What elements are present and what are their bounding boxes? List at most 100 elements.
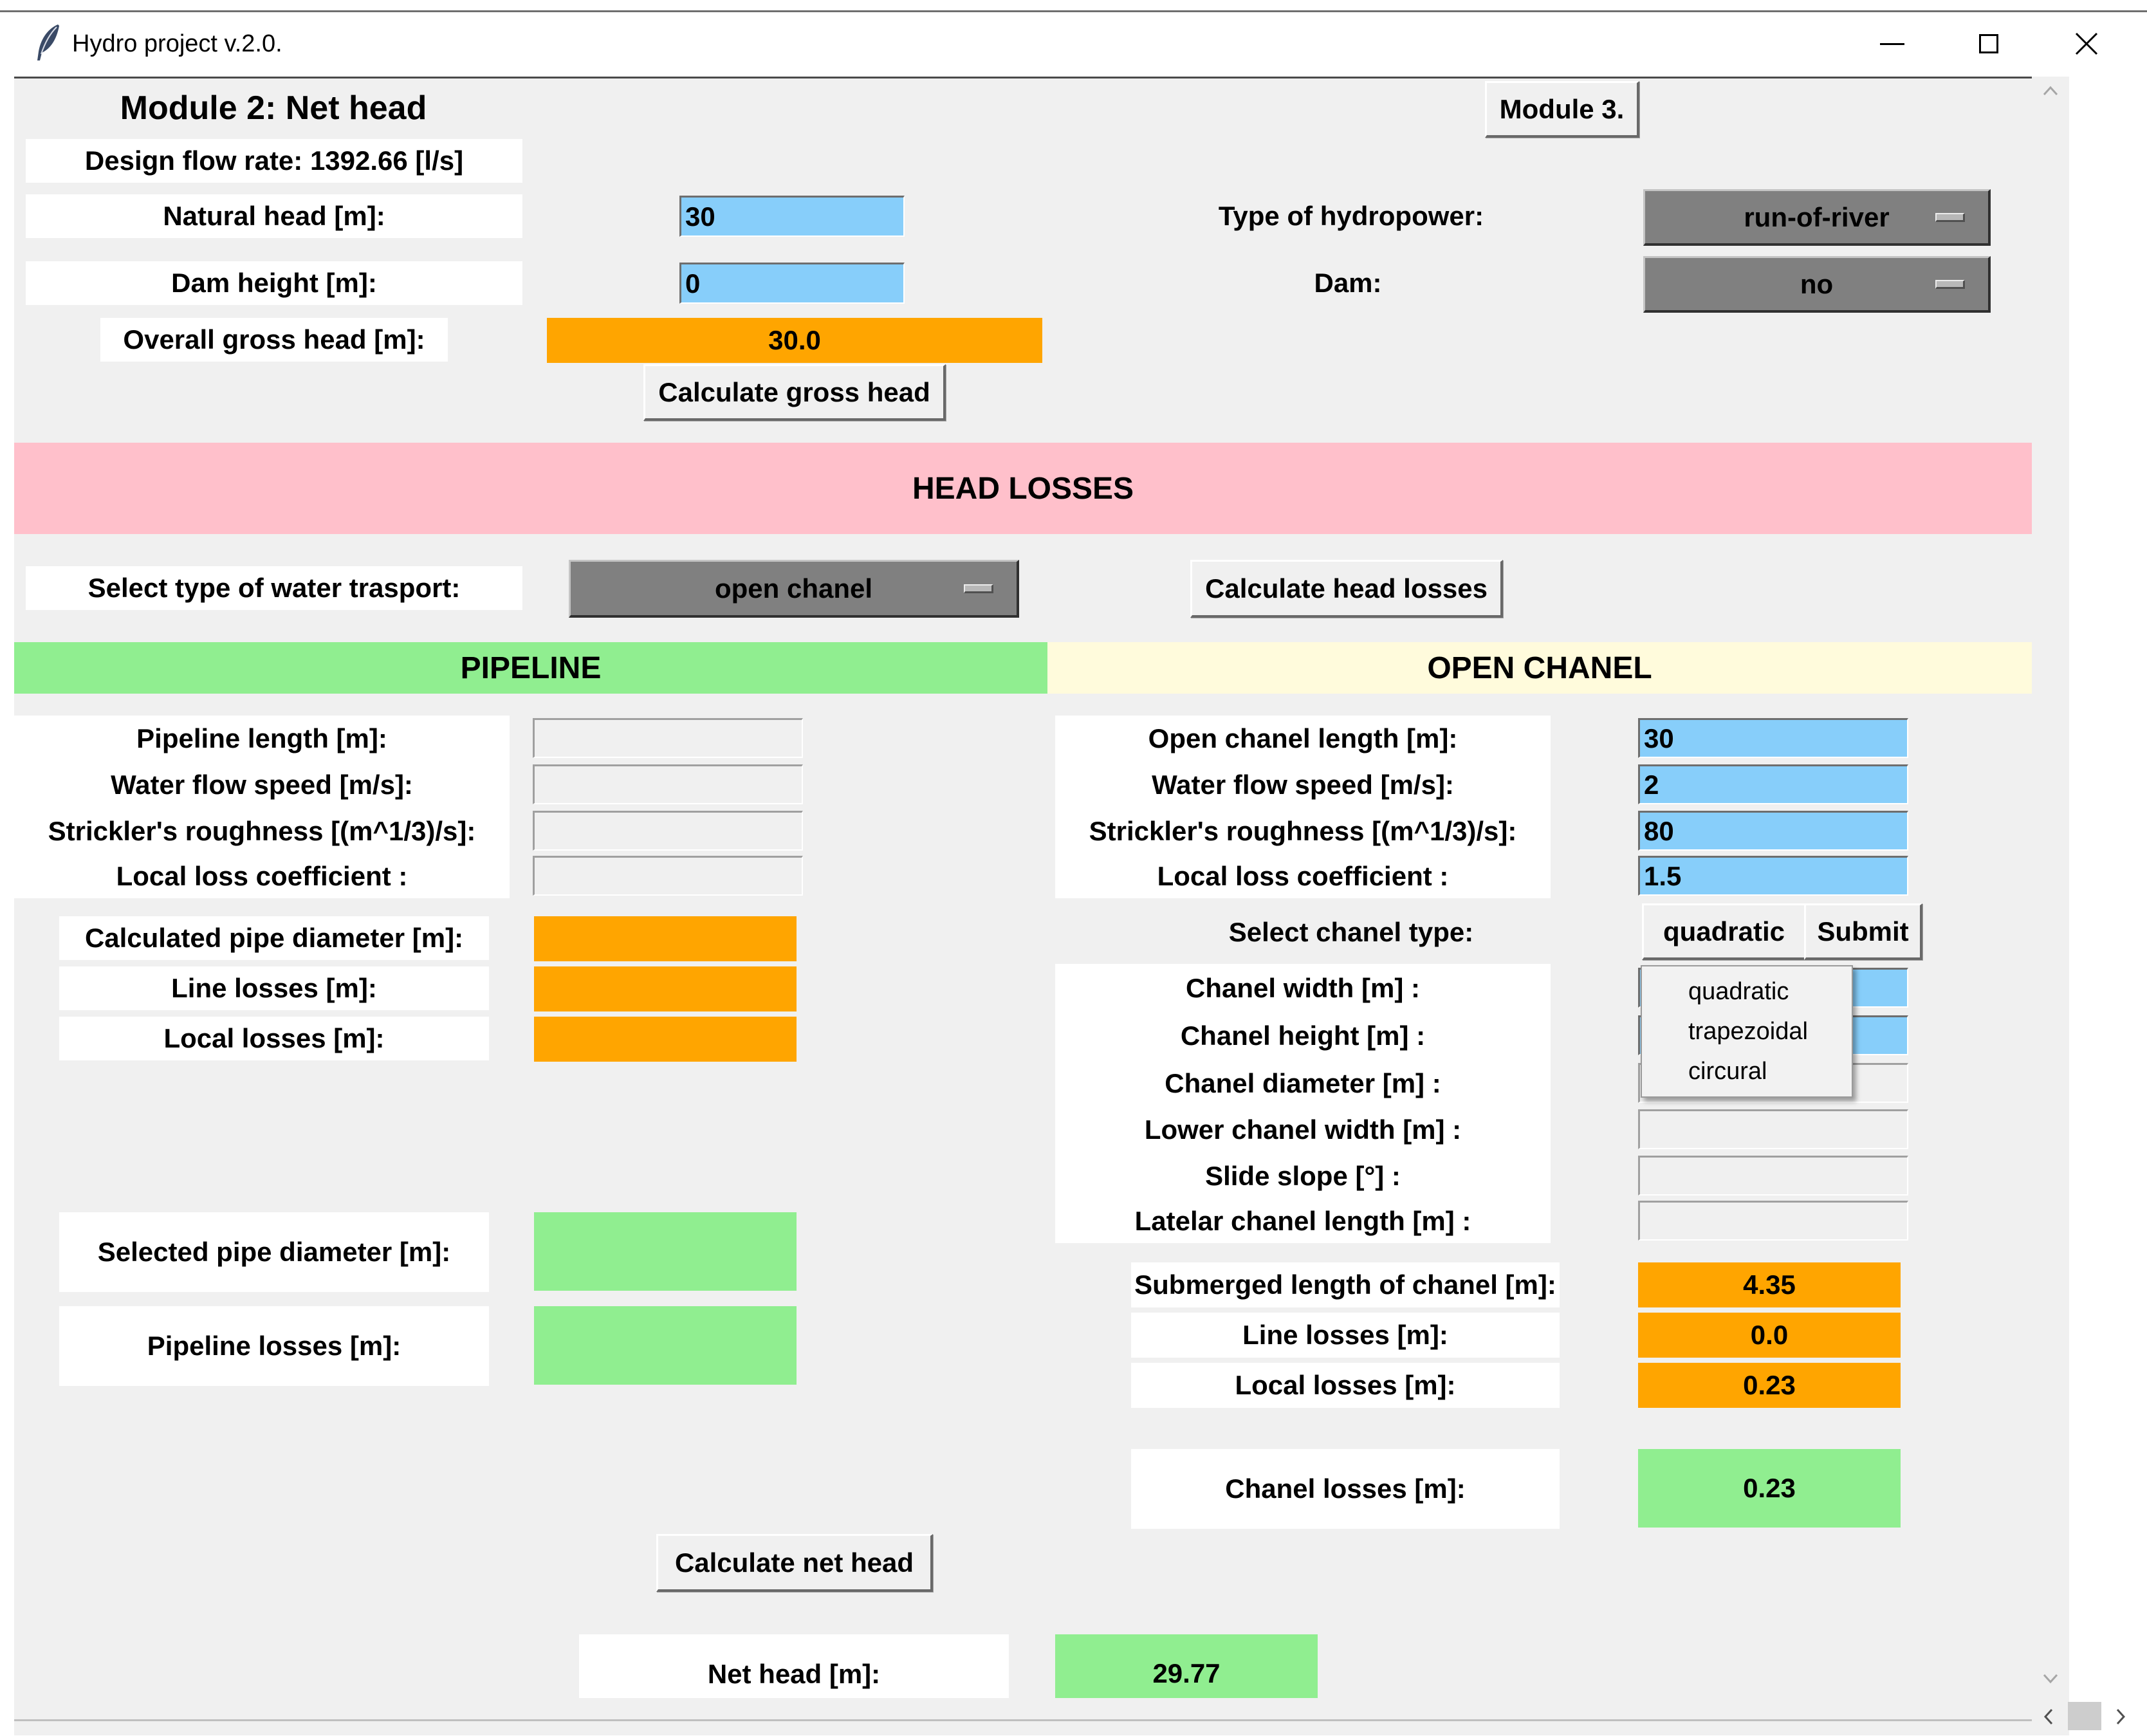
chanel-type-option-quadratic[interactable]: quadratic — [1688, 978, 1789, 1005]
horizontal-scroll-thumb[interactable] — [2068, 1702, 2101, 1730]
calculate-net-head-button[interactable]: Calculate net head — [656, 1534, 933, 1592]
lateral-chanel-length-input[interactable] — [1638, 1201, 1908, 1241]
dam-dropdown[interactable]: no — [1643, 256, 1991, 313]
pipeline-line-losses-label: Line losses [m]: — [59, 966, 489, 1010]
chanel-speed-input[interactable]: 2 — [1638, 764, 1908, 804]
pipeline-local-coef-label: Local loss coefficient : — [116, 861, 408, 891]
selected-pipe-diameter-value — [534, 1212, 797, 1291]
close-button[interactable] — [2058, 19, 2115, 68]
water-transport-dropdown[interactable]: open chanel — [569, 560, 1019, 618]
pipeline-strickler-label: Strickler's roughness [(m^1/3)/s]: — [48, 816, 476, 846]
chanel-line-losses-value: 0.0 — [1638, 1313, 1901, 1358]
pipeline-length-input[interactable] — [533, 718, 803, 758]
dropdown-indicator-icon — [964, 584, 993, 593]
hydropower-type-value: run-of-river — [1744, 201, 1890, 232]
chanel-length-input[interactable]: 30 — [1638, 718, 1908, 758]
overall-gross-head-label: Overall gross head [m]: — [100, 318, 448, 362]
chanel-type-option-trapezoidal[interactable]: trapezoidal — [1688, 1018, 1808, 1045]
chanel-length-label: Open chanel length [m]: — [1148, 723, 1458, 753]
chanel-type-menubutton[interactable]: quadratic — [1642, 903, 1807, 960]
chanel-strickler-label: Strickler's roughness [(m^1/3)/s]: — [1089, 816, 1517, 846]
pipeline-banner: PIPELINE — [14, 642, 1047, 694]
calculate-head-losses-button[interactable]: Calculate head losses — [1190, 560, 1503, 618]
horizontal-scrollbar[interactable] — [14, 1698, 2126, 1735]
pipeline-losses-value — [534, 1306, 797, 1385]
natural-head-input[interactable]: 30 — [679, 196, 905, 237]
chanel-speed-label: Water flow speed [m/s]: — [1152, 770, 1454, 800]
pipeline-local-losses-value — [534, 1017, 797, 1062]
window-title: Hydro project v.2.0. — [72, 30, 282, 57]
close-icon — [2075, 32, 2098, 55]
dam-height-label: Dam height [m]: — [26, 261, 522, 305]
module3-button[interactable]: Module 3. — [1485, 81, 1639, 138]
pipeline-length-label: Pipeline length [m]: — [136, 723, 387, 753]
chanel-width-label: Chanel width [m] : — [1186, 973, 1420, 1003]
module-title: Module 2: Net head — [120, 89, 427, 127]
hydropower-type-label: Type of hydropower: — [1218, 201, 1484, 231]
design-flow-label: Design flow rate: 1392.66 [l/s] — [26, 139, 522, 183]
pipeline-strickler-input[interactable] — [533, 811, 803, 851]
pipeline-line-losses-value — [534, 966, 797, 1011]
minimize-button[interactable] — [1863, 19, 1921, 68]
chanel-losses-label: Chanel losses [m]: — [1131, 1449, 1560, 1529]
water-transport-value: open chanel — [714, 573, 873, 604]
maximize-button[interactable] — [1960, 19, 2018, 68]
water-transport-label: Select type of water trasport: — [26, 566, 522, 610]
dropdown-indicator-icon — [1935, 279, 1965, 289]
dam-height-input[interactable]: 0 — [679, 263, 905, 304]
vertical-scrollbar[interactable] — [2032, 77, 2069, 1698]
scroll-left-icon[interactable] — [2043, 1708, 2054, 1725]
title-separator — [14, 77, 2032, 78]
scroll-right-icon[interactable] — [2115, 1708, 2126, 1725]
chanel-inputs-label-panel — [1055, 716, 1551, 898]
slide-slope-input[interactable] — [1638, 1156, 1908, 1196]
submerged-length-label: Submerged length of chanel [m]: — [1131, 1262, 1560, 1307]
chanel-height-label: Chanel height [m] : — [1180, 1020, 1426, 1051]
natural-head-label: Natural head [m]: — [26, 194, 522, 238]
chanel-local-losses-value: 0.23 — [1638, 1363, 1901, 1408]
calculated-pipe-diameter-value — [534, 916, 797, 961]
calculated-pipe-diameter-label: Calculated pipe diameter [m]: — [59, 916, 489, 960]
pipeline-inputs-label-panel — [14, 716, 510, 898]
overall-gross-head-value: 30.0 — [547, 318, 1042, 363]
pipeline-losses-label: Pipeline losses [m]: — [59, 1306, 489, 1386]
minimize-icon — [1880, 42, 1904, 45]
scroll-down-icon[interactable] — [2043, 1674, 2058, 1684]
feather-icon — [33, 23, 62, 62]
chanel-local-coef-label: Local loss coefficient : — [1157, 861, 1449, 891]
chanel-strickler-input[interactable]: 80 — [1638, 811, 1908, 851]
chanel-local-coef-input[interactable]: 1.5 — [1638, 856, 1908, 896]
lower-chanel-width-input[interactable] — [1638, 1109, 1908, 1149]
submerged-length-value: 4.35 — [1638, 1262, 1901, 1307]
head-losses-banner: HEAD LOSSES — [14, 443, 2032, 534]
chanel-type-option-circural[interactable]: circural — [1688, 1058, 1767, 1085]
calculate-gross-head-button[interactable]: Calculate gross head — [643, 364, 946, 421]
pipeline-speed-label: Water flow speed [m/s]: — [111, 770, 413, 800]
chanel-type-menu: quadratic trapezoidal circural — [1641, 965, 1853, 1098]
chanel-losses-value: 0.23 — [1638, 1449, 1901, 1528]
lateral-chanel-length-label: Latelar chanel length [m] : — [1134, 1206, 1471, 1236]
window-top-border — [0, 10, 2147, 12]
pipeline-local-coef-input[interactable] — [533, 856, 803, 896]
dam-value: no — [1800, 268, 1834, 299]
chanel-local-losses-label: Local losses [m]: — [1131, 1363, 1560, 1408]
chanel-submit-button[interactable]: Submit — [1804, 903, 1922, 960]
chanel-type-label: Select chanel type: — [1228, 917, 1474, 947]
maximize-icon — [1979, 34, 1998, 53]
hydropower-type-dropdown[interactable]: run-of-river — [1643, 189, 1991, 246]
scroll-up-icon[interactable] — [2043, 86, 2058, 96]
pipeline-local-losses-label: Local losses [m]: — [59, 1017, 489, 1060]
dropdown-indicator-icon — [1935, 212, 1965, 222]
lower-chanel-width-label: Lower chanel width [m] : — [1144, 1114, 1462, 1145]
dam-label: Dam: — [1314, 268, 1382, 298]
selected-pipe-diameter-label: Selected pipe diameter [m]: — [59, 1212, 489, 1292]
pipeline-speed-input[interactable] — [533, 764, 803, 804]
chanel-diameter-label: Chanel diameter [m] : — [1165, 1068, 1441, 1098]
chanel-dimension-label-panel — [1055, 964, 1551, 1243]
bottom-border — [14, 1719, 2032, 1721]
open-chanel-banner: OPEN CHANEL — [1047, 642, 2032, 694]
slide-slope-label: Slide slope [°] : — [1205, 1161, 1401, 1191]
title-bar[interactable] — [0, 12, 2147, 77]
chanel-line-losses-label: Line losses [m]: — [1131, 1313, 1560, 1358]
